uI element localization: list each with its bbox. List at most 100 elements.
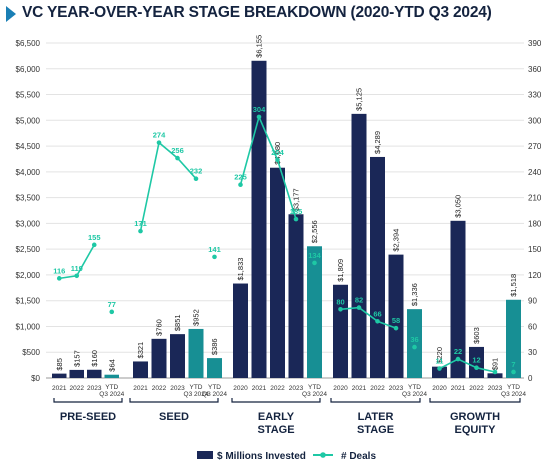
y-axis-tick-label: $1,500 <box>16 297 41 306</box>
x-tick-label: 2023 <box>488 385 503 392</box>
invested-bar <box>251 60 267 379</box>
right-axis-tick-label: 270 <box>528 142 542 151</box>
deals-point <box>138 228 143 234</box>
deals-value-label: 12 <box>472 356 480 365</box>
deals-point <box>375 319 380 324</box>
y-axis-tick-label: $6,000 <box>16 65 41 74</box>
invested-bar <box>233 283 248 378</box>
right-axis-tick-label: 210 <box>528 194 542 203</box>
invested-value-label: $4,080 <box>273 142 282 165</box>
x-tick-label: YTD <box>190 384 203 391</box>
invested-bar <box>506 299 521 378</box>
y-axis-tick-label: $5,500 <box>16 91 41 100</box>
group-label: PRE-SEED <box>60 411 116 423</box>
x-tick-label: Q3 2024 <box>99 391 124 398</box>
invested-bar <box>288 214 304 378</box>
right-axis-tick-label: 390 <box>528 39 542 48</box>
invested-bar <box>307 246 322 378</box>
right-axis-tick-label: 300 <box>528 116 542 125</box>
deals-point <box>275 157 280 163</box>
deals-line <box>439 358 496 373</box>
deals-point <box>492 369 498 375</box>
y-axis-tick-label: $4,500 <box>16 142 41 151</box>
deals-line <box>340 306 397 329</box>
deals-value-label: 225 <box>234 173 247 182</box>
group-label: STAGE <box>257 424 294 436</box>
invested-bar-ytd <box>207 358 222 378</box>
invested-bar <box>469 346 484 378</box>
group-bracket <box>129 398 219 403</box>
deals-value-label: 11 <box>436 357 444 366</box>
deals-point-ytd <box>412 344 417 350</box>
deals-point <box>338 306 343 312</box>
deals-line <box>139 141 197 232</box>
legend-label-deals: # Deals <box>341 451 376 462</box>
right-axis-tick-label: 60 <box>528 322 537 331</box>
invested-value-label: $3,177 <box>292 188 301 211</box>
invested-bar <box>87 369 102 378</box>
invested-bar <box>432 366 447 378</box>
y-axis-tick-label: $5,000 <box>16 116 41 125</box>
x-tick-label: 2020 <box>233 385 248 392</box>
invested-value-label: $220 <box>435 347 444 364</box>
x-tick-label: 2021 <box>133 385 148 392</box>
x-tick-label: 2021 <box>252 385 267 392</box>
invested-value-label: $2,556 <box>310 220 319 243</box>
right-axis-tick-label: 240 <box>528 168 542 177</box>
y-axis-tick-label: $2,500 <box>16 245 41 254</box>
group-bracket <box>330 398 421 403</box>
deals-point <box>256 114 262 120</box>
deals-value-label: 155 <box>88 233 101 242</box>
deals-value-label: 82 <box>355 296 363 305</box>
legend-line-marker <box>320 452 326 458</box>
deals-value-label: 232 <box>190 167 203 176</box>
invested-value-label: $1,833 <box>236 258 245 281</box>
deals-point <box>455 356 461 362</box>
right-axis-tick-label: 30 <box>528 348 537 357</box>
right-axis-tick-label: 150 <box>528 245 542 254</box>
invested-value-label: $1,336 <box>410 283 419 306</box>
invested-bar <box>270 167 285 378</box>
group-label: STAGE <box>357 424 394 436</box>
invested-value-label: $64 <box>107 359 116 372</box>
right-axis-tick-label: 360 <box>528 65 542 74</box>
invested-bar <box>52 373 67 378</box>
deals-value-label: 7 <box>511 360 515 369</box>
chart-title-bar: VC YEAR-OVER-YEAR STAGE BREAKDOWN (2020-… <box>0 0 544 30</box>
invested-value-label: $3,050 <box>454 195 463 218</box>
deals-point <box>193 176 199 182</box>
x-tick-label: 2023 <box>289 385 304 392</box>
y-axis-tick-label: $500 <box>22 348 40 357</box>
deals-value-label: 66 <box>373 309 381 318</box>
x-tick-label: 2020 <box>333 385 348 392</box>
invested-bar <box>333 284 348 378</box>
invested-bar <box>133 361 148 378</box>
deals-value-label: 134 <box>308 251 321 260</box>
invested-value-label: $952 <box>192 309 201 326</box>
x-tick-label: Q3 2024 <box>184 391 209 398</box>
deals-value-label: 254 <box>271 148 284 157</box>
invested-bar <box>170 334 185 378</box>
invested-bar <box>188 328 204 378</box>
x-tick-label: YTD <box>507 384 520 391</box>
deals-point <box>156 140 162 145</box>
deals-value-label: 141 <box>208 245 221 254</box>
invested-value-label: $160 <box>90 350 99 367</box>
invested-bar <box>351 113 367 378</box>
deals-point <box>437 366 442 371</box>
deals-point <box>393 325 399 331</box>
x-tick-label: 2023 <box>170 385 185 392</box>
deals-point <box>91 242 97 248</box>
x-tick-label: 2022 <box>270 385 285 392</box>
x-tick-label: YTD <box>408 384 421 391</box>
invested-value-label: $851 <box>173 314 182 331</box>
group-bracket <box>53 398 123 403</box>
deals-point-ytd <box>109 309 115 315</box>
invested-value-label: $2,394 <box>392 229 401 252</box>
deals-value-label: 256 <box>171 146 184 155</box>
x-tick-label: 2022 <box>152 385 167 392</box>
right-axis-tick-label: 120 <box>528 271 542 280</box>
invested-value-label: $760 <box>155 319 164 336</box>
deals-value-label: 77 <box>108 300 116 309</box>
